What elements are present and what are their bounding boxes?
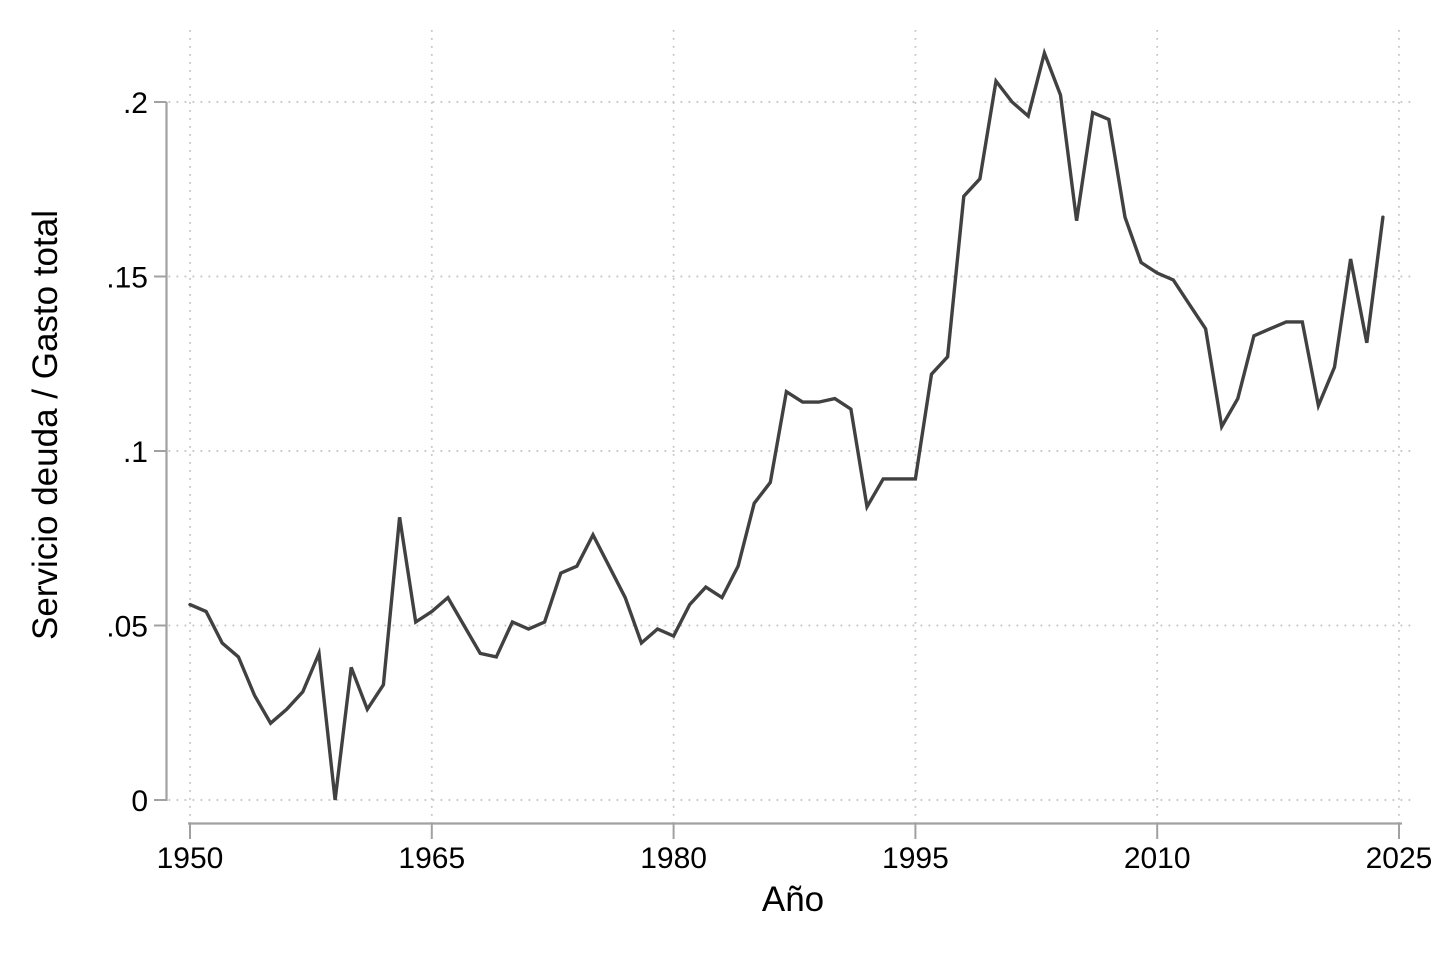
x-tick-label: 2010 bbox=[1124, 842, 1191, 875]
x-tick-label: 1995 bbox=[882, 842, 949, 875]
x-tick-label: 1980 bbox=[640, 842, 707, 875]
axis-layer bbox=[154, 101, 1402, 839]
y-tick-label: 0 bbox=[131, 785, 148, 818]
data-line-series bbox=[188, 47, 1385, 801]
x-tick-label: 1965 bbox=[398, 842, 465, 875]
y-tick-label: .05 bbox=[106, 611, 148, 644]
y-axis-title: Servicio deuda / Gasto total bbox=[26, 210, 65, 640]
y-tick-label: .2 bbox=[123, 87, 148, 120]
x-tick-label: 2025 bbox=[1366, 842, 1433, 875]
series-layer bbox=[188, 47, 1385, 801]
tick-label-layer: 0 .05 .1 .15 .2 1950 1965 1980 1995 2010 2025 bbox=[106, 87, 1432, 875]
y-tick-label: .15 bbox=[106, 262, 148, 295]
x-tick-label: 1950 bbox=[157, 842, 224, 875]
grid-layer bbox=[168, 30, 1412, 823]
y-tick-label: .1 bbox=[123, 436, 148, 469]
x-axis-title: Año bbox=[762, 880, 824, 919]
